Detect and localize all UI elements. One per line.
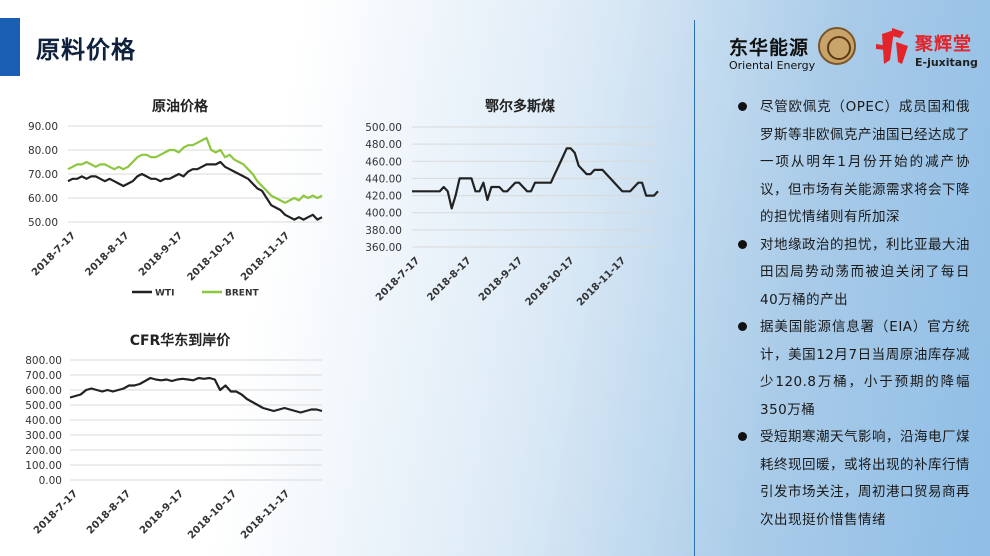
chart-2: 0.00 100.00 200.00 300.00 400.00 500.00 600.00… [25, 355, 323, 541]
y-tick-label: 400.00 [365, 208, 402, 220]
y-tick-label: 360.00 [365, 242, 402, 254]
y-tick-label: 700.00 [25, 370, 62, 382]
y-tick-label: 800.00 [25, 355, 62, 367]
y-tick-label: 600.00 [25, 385, 62, 397]
legend-label: WTI [155, 289, 174, 299]
x-tick-label: 2018-10-17 [186, 488, 239, 541]
logo-left-en: Oriental Energy [729, 59, 816, 72]
page-title: 原料价格 [36, 36, 136, 64]
title-accent-bar [0, 18, 20, 76]
chart-1: 360.00 380.00 400.00 420.00 440.00 460.00 480.… [365, 122, 659, 308]
juxitang-logo: 聚辉堂 E-juxitang [915, 30, 978, 69]
series-line-0 [69, 376, 323, 414]
x-tick-label: 2018-7-17 [30, 230, 78, 278]
chart-title-crude: 原油价格 [152, 99, 208, 115]
x-tick-label: 2018-11-17 [575, 255, 628, 308]
series-line-0 [67, 160, 323, 221]
x-tick-label: 2018-9-17 [137, 230, 185, 278]
y-tick-label: 440.00 [365, 173, 402, 185]
x-tick-label: 2018-10-17 [186, 230, 239, 283]
bullet-item: 受短期寒潮天气影响，沿海电厂煤耗终现回暖，或将出现的补库行情引发市场关注，周初港… [738, 424, 970, 534]
x-tick-label: 2018-9-17 [138, 488, 186, 536]
y-tick-label: 80.00 [28, 145, 58, 157]
x-tick-label: 2018-9-17 [477, 255, 525, 303]
y-tick-label: 480.00 [365, 139, 402, 151]
divider-line [694, 20, 695, 556]
logo-left-zh: 东华能源 [729, 37, 810, 59]
juxitang-mark-icon [876, 28, 908, 64]
chart-title-coal: 鄂尔多斯煤 [485, 99, 555, 115]
series-line-0 [412, 147, 659, 210]
y-tick-label: 50.00 [28, 217, 58, 229]
y-tick-label: 0.00 [39, 475, 62, 487]
y-tick-label: 90.00 [28, 121, 58, 133]
y-tick-label: 60.00 [28, 193, 58, 205]
y-tick-label: 400.00 [25, 415, 62, 427]
x-tick-label: 2018-8-17 [85, 488, 133, 536]
x-tick-label: 2018-7-17 [32, 488, 80, 536]
y-tick-label: 300.00 [25, 430, 62, 442]
y-tick-label: 380.00 [365, 225, 402, 237]
legend-label: BRENT [225, 289, 259, 299]
oriental-energy-emblem-icon [818, 27, 856, 65]
y-tick-label: 70.00 [28, 169, 58, 181]
y-tick-label: 500.00 [365, 122, 402, 134]
x-tick-label: 2018-7-17 [374, 255, 422, 303]
chart-title-cfr: CFR华东到岸价 [129, 333, 231, 349]
series-line-1 [67, 136, 323, 204]
oriental-energy-logo: 东华能源 Oriental Energy [729, 33, 815, 72]
bullet-item: 对地缘政治的担忧，利比亚最大油田因局势动荡而被迫关闭了每日40万桶的产出 [738, 232, 970, 315]
x-tick-label: 2018-10-17 [524, 255, 577, 308]
x-tick-label: 2018-11-17 [239, 230, 292, 283]
y-tick-label: 420.00 [365, 191, 402, 203]
bullet-item: 据美国能源信息署（EIA）官方统计，美国12月7日当周原油库存减少120.8万桶… [738, 314, 970, 424]
logo-right-zh: 聚辉堂 [915, 34, 972, 55]
bullet-list: 尽管欧佩克（OPEC）成员国和俄罗斯等非欧佩克产油国已经达成了一项从明年1月份开… [738, 94, 970, 534]
bullet-item: 尽管欧佩克（OPEC）成员国和俄罗斯等非欧佩克产油国已经达成了一项从明年1月份开… [738, 94, 970, 232]
logo-right-en: E-juxitang [915, 56, 978, 69]
y-tick-label: 100.00 [25, 460, 62, 472]
y-tick-label: 460.00 [365, 156, 402, 168]
x-tick-label: 2018-8-17 [426, 255, 474, 303]
y-tick-label: 500.00 [25, 400, 62, 412]
y-tick-label: 200.00 [25, 445, 62, 457]
chart-0: 50.00 60.00 70.00 80.00 90.00 2018-7-17 2018-8… [28, 121, 323, 299]
x-tick-label: 2018-8-17 [84, 230, 132, 278]
x-tick-label: 2018-11-17 [239, 488, 292, 541]
